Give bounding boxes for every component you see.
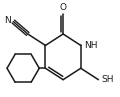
Text: NH: NH	[84, 41, 97, 50]
Text: N: N	[4, 16, 11, 25]
Text: SH: SH	[102, 75, 114, 84]
Text: O: O	[60, 3, 67, 12]
